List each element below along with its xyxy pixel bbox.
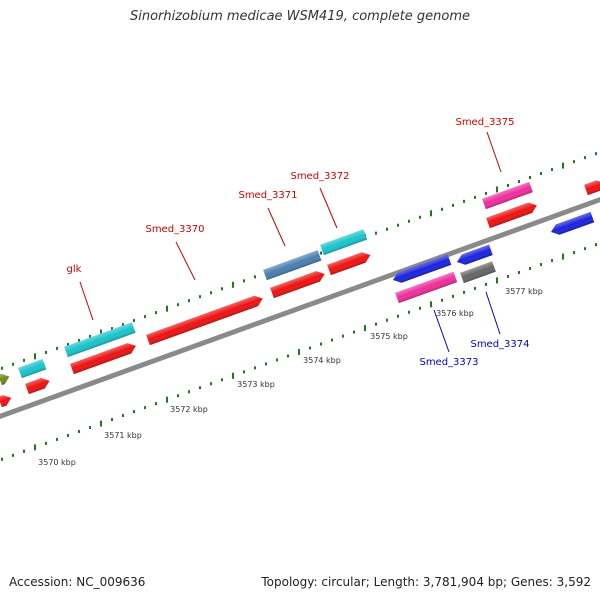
gene-feature — [395, 271, 458, 304]
label-leader-line — [175, 241, 196, 281]
label-leader-line — [485, 291, 501, 335]
gene-feature — [146, 295, 263, 346]
kbp-label: 3573 kbp — [237, 380, 275, 389]
genome-summary: Topology: circular; Length: 3,781,904 bp… — [261, 575, 591, 589]
label-leader-line — [319, 187, 338, 229]
gene-feature — [486, 202, 537, 229]
gene-feature — [457, 244, 493, 265]
gene-label: Smed_3370 — [145, 224, 204, 235]
kbp-label: 3577 kbp — [505, 287, 543, 296]
gene-feature — [482, 181, 533, 210]
kbp-label: 3570 kbp — [38, 458, 76, 467]
gene-feature — [0, 373, 10, 386]
gene-feature — [584, 180, 600, 196]
label-leader-line — [79, 281, 94, 321]
gene-feature — [551, 211, 595, 235]
gene-feature — [327, 252, 371, 276]
genome-backbone — [0, 196, 600, 420]
kbp-labels: 3570 kbp 3571 kbp 3572 kbp 3573 kbp 3574 kbp… — [38, 287, 543, 467]
kbp-label: 3576 kbp — [436, 309, 474, 318]
kbp-label: 3571 kbp — [104, 431, 142, 440]
gene-feature — [270, 271, 325, 299]
kbp-label: 3574 kbp — [303, 356, 341, 365]
gene-feature — [263, 250, 322, 281]
gene-feature — [18, 358, 47, 379]
kbp-label: 3575 kbp — [370, 332, 408, 341]
genome-title: Sinorhizobium medicae WSM419, complete g… — [129, 9, 471, 24]
label-leader-line — [267, 207, 286, 247]
gene-label: glk — [67, 264, 82, 275]
kbp-label: 3572 kbp — [170, 405, 208, 414]
gene-labels: glk Smed_3370 Smed_3371 Smed_3372 Smed_3375 S… — [67, 117, 530, 368]
gene-label: Smed_3372 — [290, 171, 349, 182]
gene-label: Smed_3374 — [470, 339, 529, 350]
accession-text: Accession: NC_009636 — [9, 575, 146, 589]
gene-feature — [0, 395, 12, 408]
label-leader-line — [433, 309, 450, 353]
gene-label: Smed_3373 — [419, 357, 478, 368]
gene-feature — [70, 343, 136, 375]
gene-label: Smed_3371 — [238, 190, 297, 201]
gene-feature — [25, 378, 50, 395]
gene-feature — [393, 254, 452, 283]
gene-feature — [64, 322, 136, 358]
gene-feature — [320, 229, 368, 256]
gene-feature — [460, 261, 496, 284]
gene-features — [0, 180, 600, 408]
label-leaders — [79, 131, 502, 353]
label-leader-line — [486, 131, 502, 173]
gene-label: Smed_3375 — [455, 117, 514, 128]
